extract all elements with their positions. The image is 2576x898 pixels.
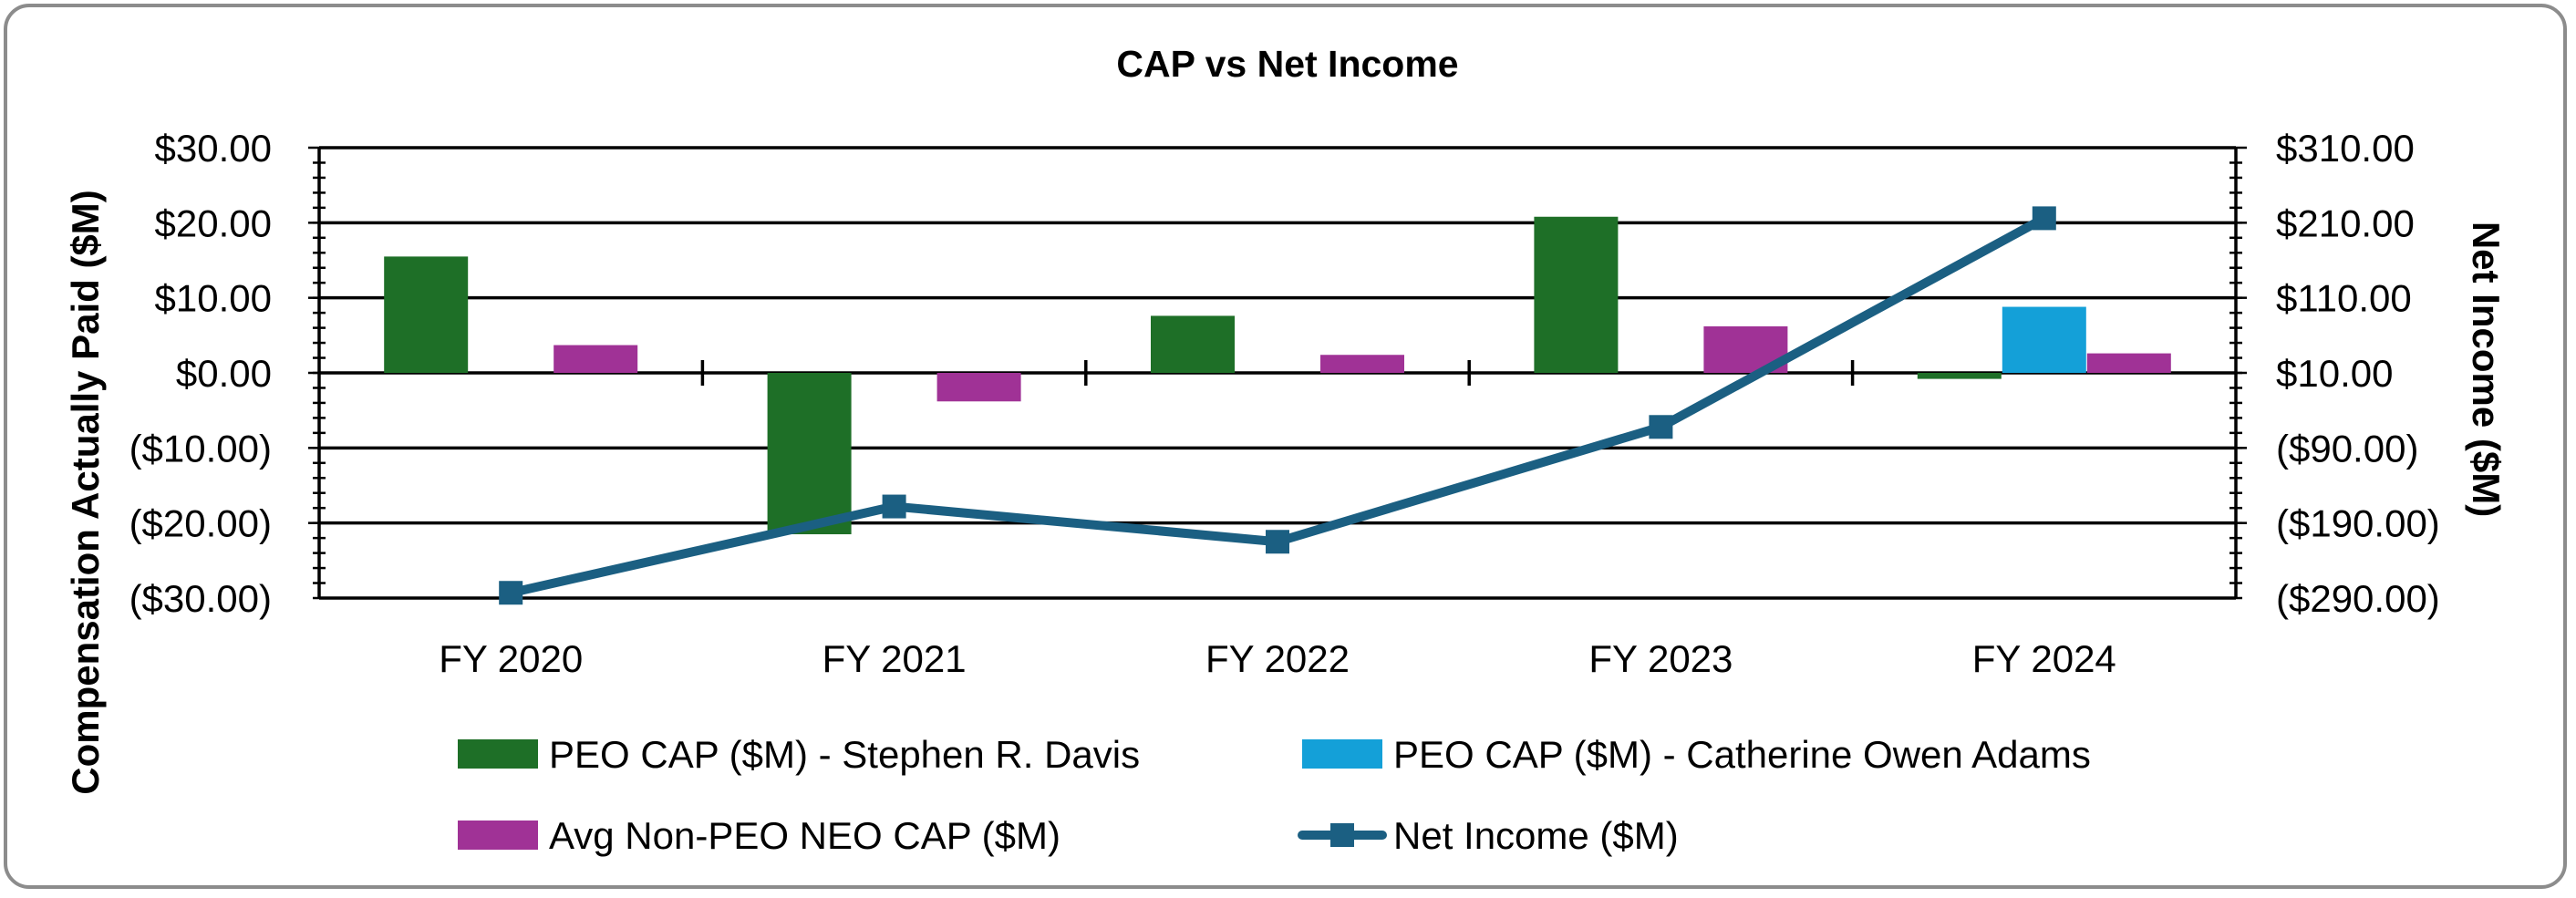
legend-swatch xyxy=(458,821,538,850)
y-tick-label: ($10.00) xyxy=(129,427,272,470)
y2-tick-label: ($190.00) xyxy=(2276,502,2440,545)
y-tick-label: ($20.00) xyxy=(129,502,272,545)
bar xyxy=(1320,355,1404,373)
x-tick-label: FY 2023 xyxy=(1588,637,1733,680)
legend: PEO CAP ($M) - Stephen R. Davis PEO CAP (… xyxy=(458,733,2091,857)
bar xyxy=(2002,306,2086,373)
y2-tick-label: $210.00 xyxy=(2276,201,2415,244)
net-income-point xyxy=(2032,206,2056,231)
y-axis-label: Compensation Actually Paid ($M) xyxy=(64,190,107,795)
bar xyxy=(2086,353,2171,373)
gridlines xyxy=(319,146,2236,600)
legend-label: Avg Non-PEO NEO CAP ($M) xyxy=(549,814,1060,857)
bar xyxy=(1917,373,2002,379)
chart-frame xyxy=(4,4,2567,889)
y-tick-label: $0.00 xyxy=(176,352,272,395)
bar xyxy=(384,256,469,373)
x-tick-label: FY 2020 xyxy=(439,637,583,680)
net-income-point xyxy=(1649,415,1673,439)
y-tick-label: $20.00 xyxy=(155,201,272,244)
net-income-point xyxy=(1266,530,1289,554)
legend-swatch xyxy=(458,739,538,769)
legend-label: PEO CAP ($M) - Stephen R. Davis xyxy=(549,733,1140,776)
legend-label: Net Income ($M) xyxy=(1393,814,1679,857)
y-tick-label: $10.00 xyxy=(155,277,272,320)
axes xyxy=(308,146,2247,600)
y2-tick-label: $10.00 xyxy=(2276,352,2393,395)
y2-axis-label: Net Income ($M) xyxy=(2465,222,2508,517)
y-tick-label: ($30.00) xyxy=(129,577,272,620)
bar xyxy=(1151,315,1235,373)
x-tick-label: FY 2024 xyxy=(1972,637,2116,680)
y2-tick-label: ($290.00) xyxy=(2276,577,2440,620)
y2-tick-label: $110.00 xyxy=(2276,277,2412,320)
legend-label: PEO CAP ($M) - Catherine Owen Adams xyxy=(1393,733,2091,776)
legend-marker xyxy=(1330,823,1354,847)
net-income-point xyxy=(882,494,906,519)
chart-title: CAP vs Net Income xyxy=(1116,43,1458,85)
net-income-point xyxy=(499,581,523,605)
legend-swatch xyxy=(1302,739,1382,769)
tick-labels: $30.00 $20.00 $10.00 $0.00 ($10.00) ($20.00) (… xyxy=(129,127,2440,680)
net-income-line xyxy=(499,206,2056,605)
y2-tick-label: ($90.00) xyxy=(2276,427,2418,470)
x-tick-label: FY 2021 xyxy=(822,637,967,680)
bar xyxy=(553,345,638,373)
bars xyxy=(384,216,2171,535)
y-tick-label: $30.00 xyxy=(155,127,272,170)
bar xyxy=(1534,216,1619,373)
y2-tick-label: $310.00 xyxy=(2276,127,2415,170)
bar xyxy=(936,373,1021,402)
bar xyxy=(767,373,852,535)
x-tick-label: FY 2022 xyxy=(1205,637,1350,680)
